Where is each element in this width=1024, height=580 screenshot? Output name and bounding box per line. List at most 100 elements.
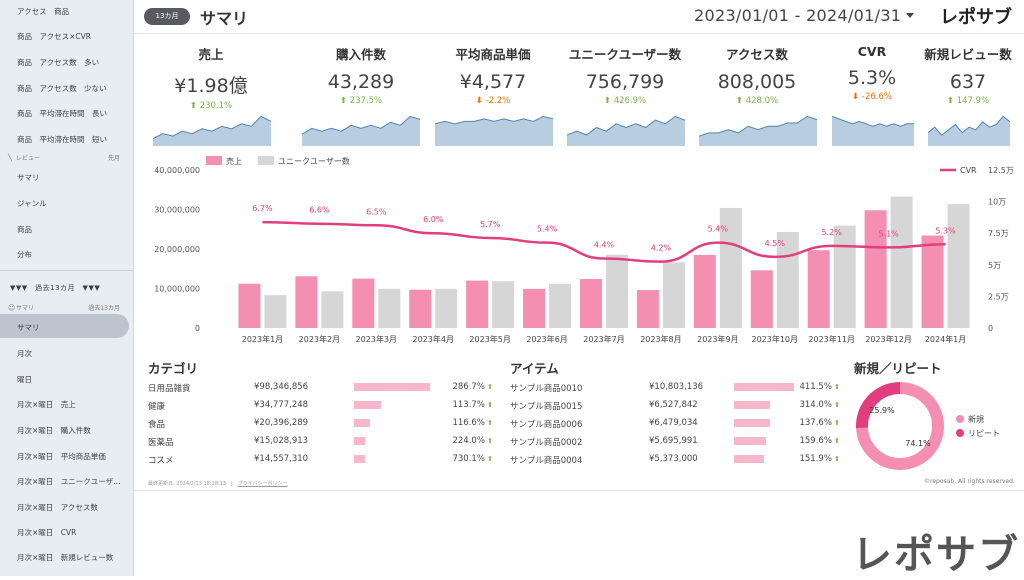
- y-right-tick-label: 12.5万: [988, 166, 1014, 175]
- table-row[interactable]: サンプル商品0002 ¥5,695,991 159.6% ⬆: [510, 433, 840, 449]
- sidebar-item[interactable]: サマリ: [17, 173, 40, 182]
- bar-unique-users[interactable]: [378, 288, 401, 328]
- sidebar-item-summary-active[interactable]: サマリ: [17, 323, 40, 332]
- table-row[interactable]: サンプル商品0004 ¥5,373,000 151.9% ⬆: [510, 451, 840, 467]
- row-value: ¥5,695,991: [649, 436, 698, 446]
- table-row[interactable]: コスメ ¥14,557,310 730.1% ⬆: [148, 451, 493, 467]
- sidebar-item[interactable]: 月次×曜日 新規レビュー数: [17, 553, 114, 562]
- bar-sales[interactable]: [693, 254, 716, 328]
- sidebar-item[interactable]: 月次×曜日 平均商品単価: [17, 452, 106, 461]
- main-combo-chart: 売上 ユニークユーザー数 CVR 0 10,000,000 20,000,000 30,00…: [154, 156, 1014, 344]
- donut-slice-new[interactable]: [856, 382, 944, 470]
- row-bar: [734, 401, 770, 409]
- sidebar-item[interactable]: アクセス 商品: [17, 7, 70, 16]
- y-left-tick-label: 20,000,000: [154, 245, 200, 254]
- sidebar-item[interactable]: 月次×曜日 アクセス数: [17, 503, 98, 512]
- sidebar-item[interactable]: 月次: [17, 349, 32, 358]
- sidebar-item[interactable]: 月次×曜日 CVR: [17, 528, 77, 537]
- sidebar: アクセス 商品 商品 アクセス×CVR 商品 アクセス数 多い 商品 アクセス数…: [0, 0, 134, 576]
- bar-sales[interactable]: [466, 280, 489, 328]
- sidebar-item[interactable]: 月次×曜日 ユニークユーザ…: [17, 477, 121, 486]
- bar-unique-users[interactable]: [435, 288, 458, 328]
- row-change: 314.0% ⬆: [790, 400, 840, 410]
- sidebar-item[interactable]: 商品 アクセス数 多い: [17, 58, 100, 67]
- bar-unique-users[interactable]: [321, 291, 344, 328]
- table-row[interactable]: サンプル商品0010 ¥10,803,136 411.5% ⬆: [510, 379, 840, 395]
- donut-legend-new: 新規: [956, 414, 984, 425]
- sidebar-item[interactable]: 商品: [17, 225, 32, 234]
- arrow-up-icon: ⬆: [603, 96, 614, 106]
- bar-unique-users[interactable]: [719, 207, 742, 328]
- cvr-data-label: 4.2%: [651, 244, 672, 253]
- sparkline-line: [928, 115, 1010, 136]
- last-updated: 最終更新日: 2024/2/13 18:28:13 | プライバシーポリシー: [148, 481, 288, 487]
- row-bar: [354, 437, 366, 445]
- bar-unique-users[interactable]: [264, 295, 287, 328]
- kpi-change-value: -2.2%: [485, 96, 511, 106]
- x-tick-label: 2023年2月: [299, 334, 340, 344]
- sidebar-item[interactable]: 曜日: [17, 375, 32, 384]
- table-row[interactable]: 医薬品 ¥15,028,913 224.0% ⬆: [148, 433, 493, 449]
- sidebar-section-period: 先月: [107, 155, 120, 162]
- bar-sales[interactable]: [864, 210, 887, 328]
- y-left-tick-label: 30,000,000: [154, 206, 200, 215]
- sidebar-item[interactable]: 月次×曜日 購入件数: [17, 426, 91, 435]
- donut-label-repeat: 25.9%: [869, 406, 895, 415]
- x-tick-label: 2023年4月: [413, 334, 454, 344]
- row-name: サンプル商品0002: [510, 438, 583, 448]
- row-change: 116.6% ⬆: [443, 418, 493, 428]
- date-range-picker[interactable]: 2023/01/01 - 2024/01/31: [694, 6, 902, 25]
- sparkline-line: [302, 115, 420, 135]
- bar-sales[interactable]: [921, 235, 944, 328]
- kpi-card-new-reviews: 新規レビュー数 637 ⬆ 147.9%: [918, 44, 1018, 106]
- sidebar-item[interactable]: ジャンル: [17, 199, 47, 208]
- period-badge[interactable]: 13カ月: [144, 8, 190, 25]
- bar-sales[interactable]: [409, 289, 432, 328]
- bar-sales[interactable]: [750, 270, 773, 328]
- sidebar-item[interactable]: 商品 平均滞在時間 短い: [17, 135, 107, 144]
- copyright: ©reposub. All rights reserved.: [924, 478, 1015, 485]
- x-tick-label: 2023年11月: [808, 334, 855, 344]
- cvr-data-label: 5.3%: [935, 226, 956, 235]
- kpi-card-avg-price: 平均商品単価 ¥4,577 ⬇ -2.2%: [434, 44, 552, 106]
- bar-unique-users[interactable]: [606, 254, 628, 328]
- table-row[interactable]: サンプル商品0015 ¥6,527,842 314.0% ⬆: [510, 397, 840, 413]
- row-bar: [734, 455, 764, 463]
- bar-unique-users[interactable]: [890, 196, 913, 328]
- row-change-value: 411.5%: [799, 382, 832, 392]
- bar-unique-users[interactable]: [833, 225, 856, 328]
- sidebar-group-label: ▼▼▼ 過去13カ月 ▼▼▼: [10, 284, 101, 292]
- sidebar-item[interactable]: 商品 アクセス×CVR: [17, 32, 91, 41]
- bar-sales[interactable]: [295, 276, 318, 328]
- bar-sales[interactable]: [636, 290, 659, 328]
- bar-sales[interactable]: [352, 278, 375, 328]
- arrow-up-icon: ⬆: [946, 96, 957, 106]
- bar-sales[interactable]: [580, 279, 602, 328]
- bar-sales[interactable]: [523, 288, 546, 328]
- bar-unique-users[interactable]: [549, 283, 572, 328]
- row-bar: [734, 419, 770, 427]
- table-row[interactable]: 日用品雑貨 ¥98,346,856 286.7% ⬆: [148, 379, 493, 395]
- bar-sales[interactable]: [807, 250, 830, 328]
- kpi-change-value: -26.6%: [861, 92, 892, 102]
- sidebar-item[interactable]: 商品 平均滞在時間 長い: [17, 109, 107, 118]
- sidebar-item[interactable]: 月次×曜日 売上: [17, 400, 76, 409]
- table-row[interactable]: サンプル商品0006 ¥6,479,034 137.6% ⬆: [510, 415, 840, 431]
- kpi-label: 平均商品単価: [455, 47, 531, 62]
- kpi-change-value: 147.9%: [956, 96, 990, 106]
- bar-unique-users[interactable]: [662, 262, 685, 328]
- table-row[interactable]: 健康 ¥34,777,248 113.7% ⬆: [148, 397, 493, 413]
- sparkline-area: [928, 116, 1010, 146]
- row-change-value: 286.7%: [452, 382, 485, 392]
- bar-unique-users[interactable]: [947, 204, 970, 328]
- sidebar-item[interactable]: 商品 アクセス数 少ない: [17, 84, 107, 93]
- bar-sales[interactable]: [238, 283, 261, 328]
- sidebar-item[interactable]: 分布: [17, 250, 32, 259]
- legend-label-sales: 売上: [226, 156, 242, 166]
- table-row[interactable]: 食品 ¥20,396,289 116.6% ⬆: [148, 415, 493, 431]
- row-change-value: 730.1%: [452, 454, 485, 464]
- kpi-change-value: 237.5%: [349, 96, 383, 106]
- chevron-down-icon[interactable]: [906, 13, 914, 18]
- bar-unique-users[interactable]: [492, 281, 515, 328]
- privacy-policy-link[interactable]: プライバシーポリシー: [237, 481, 288, 487]
